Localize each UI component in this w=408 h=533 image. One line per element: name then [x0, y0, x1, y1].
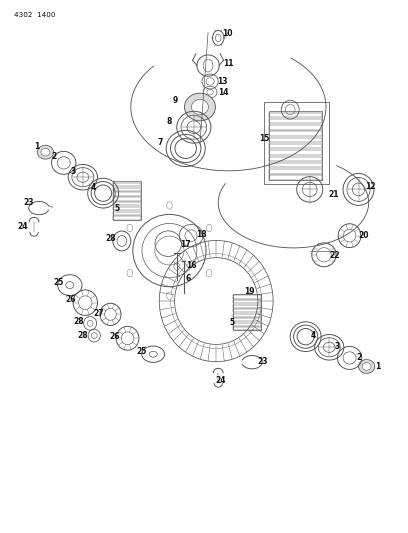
Text: 2: 2	[357, 353, 362, 362]
Text: 24: 24	[216, 376, 226, 385]
Text: 19: 19	[244, 287, 255, 296]
Bar	[233, 318, 261, 321]
Text: 6: 6	[185, 273, 191, 282]
Ellipse shape	[359, 360, 375, 373]
Bar	[269, 132, 322, 136]
Text: 4: 4	[310, 331, 316, 340]
Text: 11: 11	[223, 59, 234, 68]
Bar	[233, 300, 261, 303]
Text: 25: 25	[136, 347, 146, 356]
Text: 23: 23	[257, 357, 268, 366]
Ellipse shape	[184, 93, 215, 121]
Bar	[113, 181, 141, 220]
Circle shape	[127, 224, 133, 232]
Text: 2: 2	[52, 152, 57, 161]
Text: 16: 16	[186, 261, 197, 270]
Bar	[113, 212, 141, 215]
Text: 1: 1	[375, 362, 381, 371]
Bar	[269, 150, 322, 155]
Text: 21: 21	[328, 190, 339, 199]
Bar	[233, 327, 261, 330]
Text: 13: 13	[217, 77, 228, 86]
Text: 28: 28	[78, 331, 88, 340]
Bar	[233, 322, 261, 326]
Bar	[269, 111, 322, 180]
Text: 23: 23	[23, 198, 33, 207]
Text: 28: 28	[73, 317, 84, 326]
Bar	[233, 294, 261, 330]
Bar	[269, 119, 322, 123]
Ellipse shape	[41, 148, 50, 156]
Text: 5: 5	[114, 204, 120, 213]
Bar	[269, 157, 322, 161]
Bar	[233, 309, 261, 312]
Text: 24: 24	[18, 222, 28, 231]
Bar	[113, 183, 141, 186]
Text: 4302  1400: 4302 1400	[14, 12, 55, 19]
Bar	[269, 163, 322, 167]
Text: 12: 12	[366, 182, 376, 191]
Text: 7: 7	[157, 138, 163, 147]
Bar	[233, 313, 261, 317]
Bar	[264, 102, 329, 184]
Text: 17: 17	[180, 240, 191, 249]
Bar	[269, 169, 322, 174]
Text: 4: 4	[91, 183, 96, 192]
Circle shape	[166, 292, 172, 300]
Bar	[113, 188, 141, 191]
Ellipse shape	[37, 146, 53, 159]
Circle shape	[166, 201, 172, 209]
Text: 26: 26	[109, 332, 120, 341]
Text: 20: 20	[358, 231, 369, 240]
Text: 1: 1	[34, 142, 39, 151]
Text: 3: 3	[335, 342, 340, 351]
Bar	[113, 216, 141, 220]
Ellipse shape	[191, 100, 208, 115]
Text: 27: 27	[94, 309, 104, 318]
Text: 18: 18	[196, 230, 207, 239]
Circle shape	[206, 269, 212, 277]
Bar	[113, 207, 141, 210]
Bar	[113, 192, 141, 196]
Text: 10: 10	[222, 29, 233, 38]
Bar	[269, 144, 322, 148]
Circle shape	[206, 224, 212, 232]
Bar	[233, 295, 261, 298]
Bar	[269, 175, 322, 180]
Text: 14: 14	[218, 87, 229, 96]
Text: 26: 26	[65, 295, 76, 304]
Bar	[113, 202, 141, 205]
Ellipse shape	[362, 362, 371, 370]
Text: 5: 5	[229, 318, 234, 327]
Text: 3: 3	[71, 167, 76, 176]
Text: 9: 9	[173, 95, 178, 104]
Text: 25: 25	[54, 278, 64, 287]
Text: 22: 22	[330, 252, 340, 260]
Bar	[269, 138, 322, 142]
Text: 15: 15	[259, 134, 269, 143]
Bar	[269, 112, 322, 117]
Text: 28: 28	[105, 234, 116, 243]
Bar	[269, 125, 322, 130]
Circle shape	[127, 269, 133, 277]
Bar	[113, 197, 141, 200]
Bar	[233, 304, 261, 308]
Text: 8: 8	[167, 117, 172, 126]
